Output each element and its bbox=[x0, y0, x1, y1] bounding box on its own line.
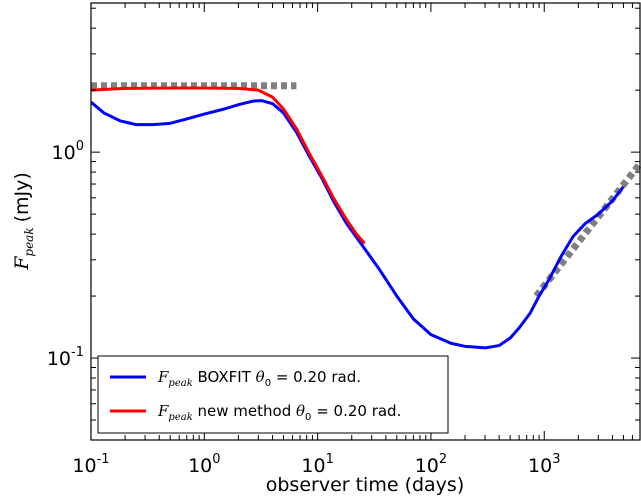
legend-box bbox=[97, 355, 449, 434]
y-axis-label-unit: (mJy) bbox=[11, 172, 33, 222]
legend: Fpeak BOXFIT θ0 = 0.20 rad. Fpeak new me… bbox=[97, 355, 449, 434]
series-line-asymptote-3 bbox=[533, 161, 641, 299]
y-axis-label-symbol: F bbox=[11, 256, 33, 271]
x-tick-label: 10-1 bbox=[72, 452, 109, 477]
x-tick-label: 100 bbox=[188, 452, 220, 477]
y-tick-label: 10-1 bbox=[47, 345, 84, 370]
y-axis-label: Fpeak (mJy) bbox=[11, 172, 36, 271]
tick-label-layer: 10-1 100 101 102 103 10-1 100 bbox=[47, 139, 561, 477]
x-tick-label: 103 bbox=[528, 452, 560, 477]
series-line-new-method bbox=[91, 86, 366, 245]
legend-label-boxfit: Fpeak BOXFIT θ0 = 0.20 rad. bbox=[157, 368, 361, 389]
x-tick-label: 101 bbox=[301, 452, 333, 477]
x-tick-label: 102 bbox=[415, 452, 447, 477]
y-tick-label: 100 bbox=[52, 139, 84, 164]
x-axis-label: observer time (days) bbox=[266, 474, 465, 496]
series-line-boxfit bbox=[91, 99, 625, 350]
legend-label-new-method: Fpeak new method θ0 = 0.20 rad. bbox=[157, 402, 401, 423]
series-layer bbox=[91, 82, 641, 350]
plot-frame bbox=[90, 2, 641, 441]
tick-layer bbox=[90, 3, 641, 441]
y-axis-label-sub: peak bbox=[22, 227, 36, 256]
